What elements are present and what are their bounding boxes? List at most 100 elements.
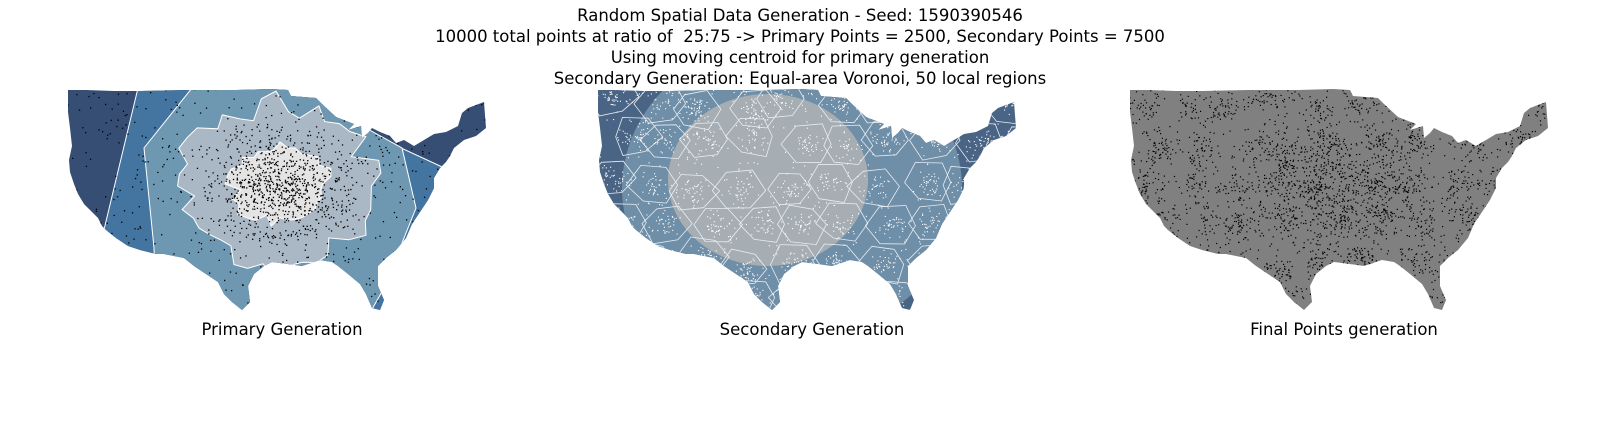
sample-point [884, 109, 886, 111]
sample-point [738, 206, 740, 208]
sample-point [974, 304, 976, 306]
voronoi-region [693, 208, 743, 243]
sample-point [389, 164, 391, 166]
sample-point [841, 189, 843, 191]
sample-point [1025, 146, 1026, 147]
sample-point [931, 305, 933, 307]
sample-point [176, 289, 178, 291]
sample-point [190, 196, 192, 198]
sample-point [231, 193, 233, 196]
sample-point [983, 260, 985, 262]
sample-point [1285, 208, 1287, 210]
sample-point [304, 189, 306, 191]
sample-point [319, 178, 321, 181]
voronoi-region [600, 277, 646, 310]
sample-point [821, 182, 823, 184]
sample-point [967, 171, 969, 173]
sample-point [312, 165, 314, 167]
sample-point [277, 219, 280, 222]
sample-point [898, 221, 900, 223]
sample-point [258, 182, 260, 184]
sample-point [374, 293, 376, 295]
sample-point [1524, 229, 1527, 231]
sample-point [746, 277, 748, 279]
sample-point [812, 144, 814, 146]
sample-point [1280, 94, 1282, 96]
sample-point [442, 177, 444, 179]
sample-point [618, 292, 620, 294]
sample-point [721, 147, 723, 149]
sample-point [271, 114, 273, 117]
sample-point [226, 201, 228, 203]
sample-point [877, 110, 879, 112]
sample-point [888, 225, 890, 227]
sample-point [808, 184, 810, 186]
sample-point [1233, 182, 1235, 184]
sample-point [1551, 101, 1552, 102]
sample-point [702, 137, 704, 139]
sample-point [616, 300, 618, 302]
sample-point [404, 291, 406, 293]
sample-point [262, 170, 264, 172]
sample-point [245, 155, 248, 157]
sample-point [702, 198, 704, 200]
sample-point [800, 219, 802, 221]
sample-point [203, 313, 204, 314]
sample-point [1553, 272, 1554, 273]
sample-point [1384, 99, 1386, 101]
sample-point [816, 136, 818, 138]
sample-point [781, 97, 783, 99]
sample-point [607, 263, 609, 265]
sample-point [89, 220, 91, 222]
sample-point [878, 107, 880, 109]
sample-point [788, 257, 790, 259]
sample-point [669, 134, 671, 136]
sample-point [309, 209, 311, 212]
sample-point [812, 207, 814, 209]
sample-point [934, 130, 936, 132]
sample-point [111, 235, 113, 237]
sample-point [902, 222, 904, 224]
sample-point [633, 216, 635, 218]
sample-point [629, 140, 631, 142]
sample-point [618, 181, 620, 183]
voronoi-region [725, 117, 773, 158]
sample-point [1004, 308, 1006, 310]
sample-point [799, 311, 800, 312]
sample-point [772, 228, 774, 230]
sample-point [890, 262, 892, 264]
sample-point [324, 166, 326, 168]
sample-point [620, 259, 622, 261]
sample-point [316, 144, 318, 146]
sample-point [1502, 126, 1504, 128]
sample-point [293, 176, 296, 178]
sample-point [269, 204, 271, 206]
sample-point [180, 191, 182, 193]
sample-point [286, 202, 288, 204]
sample-point [1400, 93, 1402, 95]
sample-point [1325, 223, 1327, 226]
sample-point [998, 209, 1000, 211]
sample-point [267, 168, 269, 170]
sample-point [1399, 156, 1402, 158]
sample-point [100, 222, 102, 224]
sample-point [874, 268, 876, 270]
sample-point [1281, 213, 1283, 216]
sample-point [598, 95, 599, 97]
sample-point [761, 94, 763, 96]
sample-point [763, 229, 765, 231]
sample-point [793, 303, 795, 305]
sample-point [1019, 149, 1020, 150]
sample-point [770, 101, 772, 103]
sample-point [927, 226, 929, 228]
sample-point [974, 206, 976, 208]
sample-point [794, 297, 796, 299]
sample-point [308, 130, 311, 133]
sample-point [252, 238, 254, 240]
sample-point [1278, 163, 1280, 165]
sample-point [243, 179, 246, 181]
sample-point [833, 186, 835, 188]
sample-point [1426, 147, 1428, 149]
sample-point [1318, 200, 1320, 202]
sample-point [745, 223, 747, 225]
